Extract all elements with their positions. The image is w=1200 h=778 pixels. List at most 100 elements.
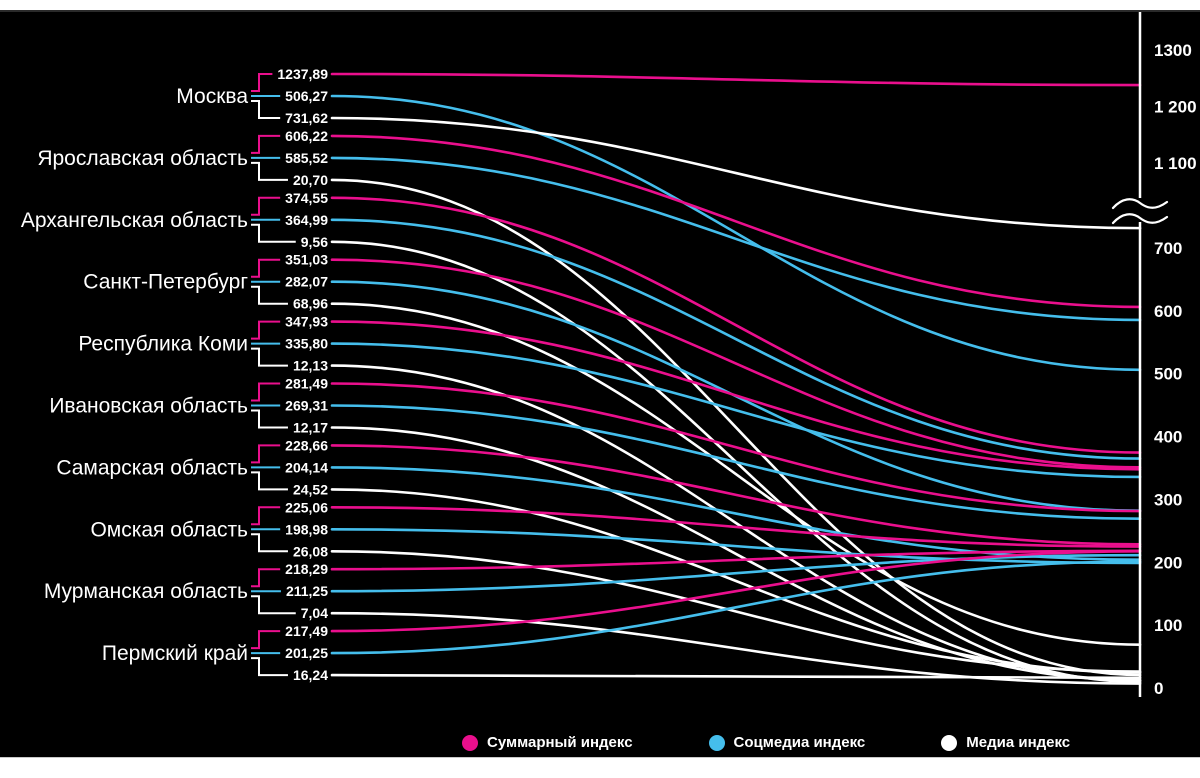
y-axis-tick-label: 1 200 (1154, 98, 1197, 117)
value-label: 281,49 (285, 376, 328, 392)
legend-label-media: Медиа индекс (966, 734, 1071, 751)
value-label: 731,62 (285, 110, 328, 126)
value-label: 217,49 (285, 623, 328, 639)
curve-media (330, 302, 1142, 646)
value-label: 335,80 (285, 336, 328, 352)
curve-social (330, 342, 1142, 479)
bracket-media (251, 595, 296, 615)
value-label: 20,70 (293, 172, 328, 188)
curve-summary (330, 258, 1142, 469)
region-label: Пермский край (102, 642, 248, 665)
label-brackets-layer (251, 73, 296, 677)
curve-summary (330, 134, 1142, 309)
curve-summary (330, 506, 1142, 548)
bracket-media (251, 657, 288, 677)
region-label: Самарская область (56, 456, 248, 479)
curve-social (330, 218, 1142, 460)
region-label: Ивановская область (49, 395, 248, 418)
region-label: Республика Коми (78, 333, 248, 356)
bracket-media (251, 161, 288, 181)
value-label: 1237,89 (277, 66, 328, 82)
value-label: 282,07 (285, 274, 328, 290)
curve-media (330, 364, 1142, 682)
legend-label-social: Соцмедиа индекс (733, 734, 866, 751)
bracket-summary (251, 258, 281, 278)
value-label: 7,04 (301, 605, 328, 621)
bracket-media (251, 471, 288, 491)
curve-summary (330, 549, 1142, 633)
legend-item-media: Медиа индекс (941, 734, 1070, 751)
region-label: Ярославская область (37, 147, 248, 170)
legend-item-social: Соцмедиа индекс (708, 734, 866, 751)
y-axis-layer: 1300 1 200 1 100 700 600 500 400 300 200 100 0 (1111, 12, 1197, 698)
curve-social (330, 156, 1142, 322)
value-label: 269,31 (285, 398, 328, 414)
bracket-summary (251, 506, 281, 526)
curve-summary (330, 196, 1142, 454)
curve-summary (330, 549, 1142, 571)
y-axis-tick-label: 1300 (1154, 41, 1192, 60)
y-axis-tick-label: 700 (1154, 239, 1182, 258)
value-label: 606,22 (285, 128, 328, 144)
value-label: 351,03 (285, 252, 328, 268)
axis-break-icon (1111, 198, 1169, 210)
legend-label-summary: Суммарный индекс (487, 734, 633, 751)
bracket-summary (251, 134, 281, 154)
curve-social (330, 404, 1142, 521)
region-label: Архангельская область (21, 209, 248, 232)
bracket-summary (251, 444, 281, 464)
value-label: 16,24 (293, 667, 328, 683)
legend-dot-summary-icon (462, 734, 478, 751)
bracket-media (251, 533, 288, 553)
curve-media (330, 178, 1142, 677)
curve-social (330, 94, 1142, 372)
bracket-media (251, 100, 281, 119)
legend-dot-media-icon (941, 734, 958, 751)
curve-media (330, 116, 1142, 230)
curve-social (330, 528, 1142, 565)
value-label: 9,56 (301, 234, 328, 250)
value-label: 198,98 (285, 521, 328, 537)
bracket-summary (251, 382, 281, 402)
bracket-summary (251, 320, 281, 340)
value-label: 228,66 (285, 437, 328, 453)
curve-summary (330, 444, 1142, 546)
curves-layer (330, 72, 1142, 685)
curve-media (330, 611, 1142, 685)
y-axis-tick-label: 100 (1154, 616, 1182, 635)
axis-break-icon (1111, 213, 1169, 225)
curve-media (330, 488, 1142, 674)
value-label: 585,52 (285, 150, 328, 166)
y-axis-tick-label: 200 (1154, 553, 1182, 572)
y-axis-tick-label: 0 (1154, 679, 1163, 698)
y-axis-tick-label: 1 100 (1154, 154, 1197, 173)
bottom-margin-strip (0, 757, 1200, 778)
value-label: 225,06 (285, 499, 328, 515)
bracket-media (251, 409, 288, 429)
value-label: 24,52 (293, 481, 328, 497)
region-label: Омская область (90, 518, 248, 541)
value-label: 364,99 (285, 212, 328, 228)
value-label: 374,55 (285, 190, 328, 206)
y-axis-tick-label: 600 (1154, 302, 1182, 321)
curve-summary (330, 320, 1142, 471)
curve-media (330, 673, 1142, 680)
curve-summary (330, 72, 1142, 87)
bracket-media (251, 285, 288, 305)
y-axis-tick-label: 500 (1154, 365, 1182, 384)
bracket-summary (251, 630, 281, 650)
bracket-media (251, 347, 288, 367)
top-margin-strip (0, 0, 1200, 12)
value-label: 12,17 (293, 420, 328, 436)
legend-dot-social-icon (708, 734, 725, 751)
value-label: 68,96 (293, 296, 328, 312)
y-axis-tick-label: 300 (1154, 490, 1182, 509)
bracket-summary (251, 568, 281, 588)
value-label: 211,25 (286, 583, 328, 599)
y-axis-tick-label: 400 (1154, 428, 1182, 447)
value-label: 26,08 (293, 543, 328, 559)
region-label: Мурманская область (44, 580, 248, 603)
value-label: 506,27 (285, 88, 328, 104)
